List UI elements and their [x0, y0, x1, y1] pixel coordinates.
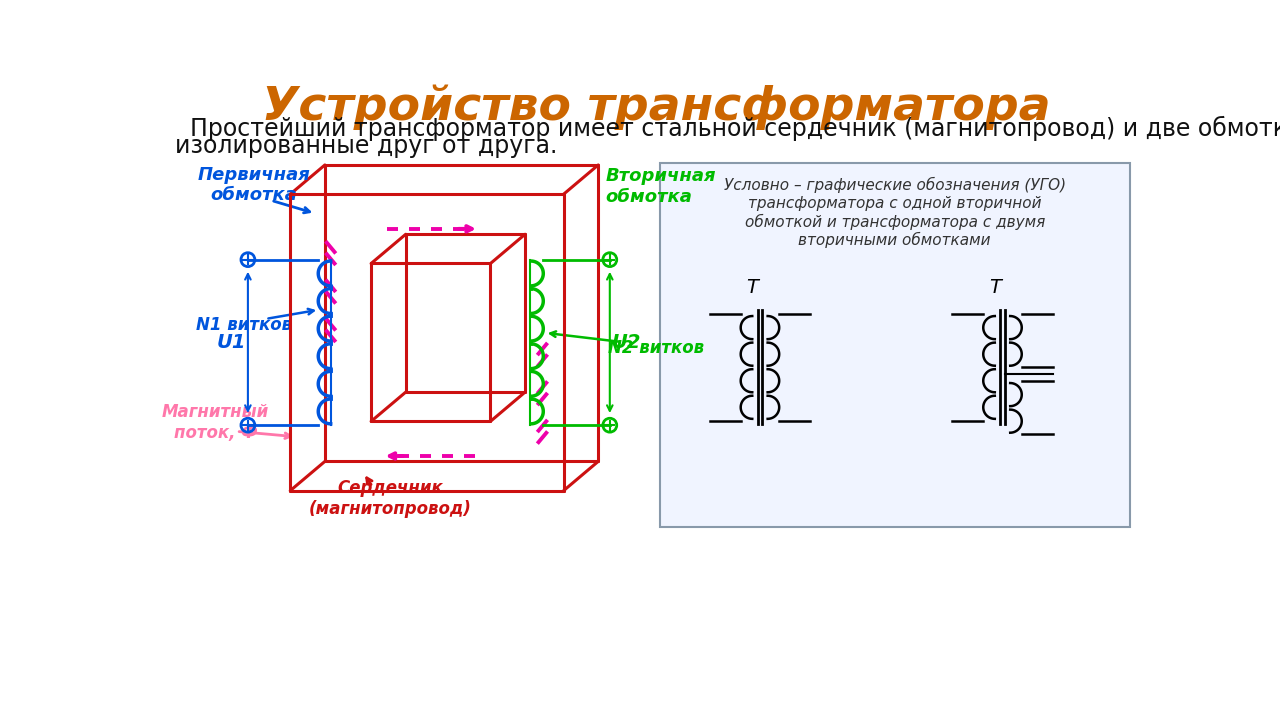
Text: Первичная
обмотка: Первичная обмотка [197, 166, 311, 204]
Text: Магнитный
поток, Ф: Магнитный поток, Ф [163, 403, 269, 442]
Text: N1 витков: N1 витков [196, 316, 292, 334]
Text: Сердечник
(магнитопровод): Сердечник (магнитопровод) [308, 479, 472, 518]
Text: Условно – графические обозначения (УГО)
трансформатора с одной вторичной
обмотко: Условно – графические обозначения (УГО) … [723, 177, 1066, 248]
Text: Вторичная
обмотка: Вторичная обмотка [605, 167, 716, 206]
Text: U1: U1 [216, 333, 246, 352]
Text: N2 витков: N2 витков [608, 339, 704, 357]
Text: U2: U2 [612, 333, 641, 352]
Text: T: T [989, 279, 1001, 297]
Text: Устройство трансформатора: Устройство трансформатора [261, 84, 1051, 130]
Text: изолированные друг от друга.: изолированные друг от друга. [175, 134, 557, 158]
Text: T: T [746, 279, 758, 297]
Text: Простейший трансформатор имеет стальной сердечник (магнитопровод) и две обмотки,: Простейший трансформатор имеет стальной … [175, 116, 1280, 141]
Bar [660, 163, 1129, 527]
